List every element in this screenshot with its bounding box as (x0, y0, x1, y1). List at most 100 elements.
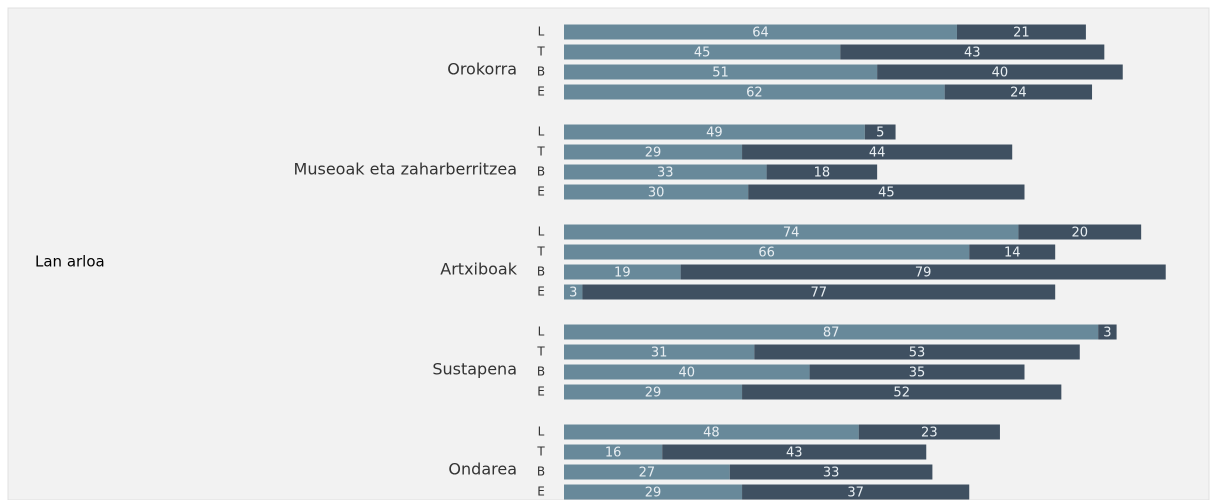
value-label: 14 (1004, 246, 1021, 261)
bar-segment (662, 444, 927, 460)
value-label: 3 (569, 286, 577, 301)
bar-segment (564, 44, 841, 60)
row-label: B (537, 465, 545, 479)
row-label: T (536, 245, 545, 259)
value-label: 21 (1013, 26, 1030, 41)
bar-segment (564, 64, 878, 80)
value-label: 5 (876, 126, 884, 141)
row-label: E (537, 285, 545, 299)
value-label: 29 (645, 386, 662, 401)
value-label: 87 (823, 326, 840, 341)
bar-segment (956, 24, 1086, 40)
bar-segment (564, 324, 1099, 340)
value-label: 49 (706, 126, 723, 141)
bar-segment (564, 244, 970, 260)
value-label: 79 (915, 266, 932, 281)
bar-segment (766, 164, 878, 180)
bar-segment (748, 184, 1025, 200)
value-label: 44 (869, 146, 886, 161)
bar-segment (742, 384, 1062, 400)
bar-segment (840, 44, 1105, 60)
value-label: 35 (909, 366, 926, 381)
group-label: Ondarea (448, 460, 517, 479)
value-label: 29 (645, 486, 662, 500)
bar-segment (564, 484, 743, 500)
bar-segment (680, 264, 1166, 280)
value-label: 37 (847, 486, 864, 500)
value-label: 31 (651, 346, 668, 361)
value-label: 43 (786, 446, 803, 461)
bar-segment (564, 424, 859, 440)
group-label: Museoak eta zaharberritzea (294, 160, 517, 179)
value-label: 45 (878, 186, 895, 201)
value-label: 53 (909, 346, 926, 361)
value-label: 18 (814, 166, 831, 181)
value-label: 43 (964, 46, 981, 61)
bar-segment (742, 144, 1013, 160)
row-label: L (538, 25, 545, 39)
bar-segment (564, 224, 1019, 240)
value-label: 29 (645, 146, 662, 161)
bar-segment (969, 244, 1056, 260)
value-label: 19 (614, 266, 631, 281)
value-label: 23 (921, 426, 938, 441)
bar-segment (864, 124, 896, 140)
bar-segment (564, 264, 681, 280)
row-label: E (537, 185, 545, 199)
group-label: Artxiboak (440, 260, 517, 279)
value-label: 48 (703, 426, 720, 441)
value-label: 27 (639, 466, 656, 481)
row-label: T (536, 145, 545, 159)
bar-segment (582, 284, 1056, 300)
value-label: 3 (1103, 326, 1111, 341)
bar-segment (809, 364, 1025, 380)
row-label: B (537, 365, 545, 379)
value-label: 33 (823, 466, 840, 481)
bar-segment (564, 444, 663, 460)
group-label: Orokorra (447, 60, 517, 79)
value-label: 40 (992, 66, 1009, 81)
value-label: 62 (746, 86, 763, 101)
bar-segment (564, 164, 767, 180)
bar-segment (564, 144, 743, 160)
y-label: Lan arloa (35, 253, 105, 271)
value-label: 74 (783, 226, 800, 241)
bar-segment (944, 84, 1093, 100)
bar-segment (742, 484, 970, 500)
value-label: 45 (694, 46, 711, 61)
row-label: B (537, 165, 545, 179)
bar-segment (564, 124, 865, 140)
bar-segment (564, 184, 749, 200)
bar-segment (729, 464, 933, 480)
row-label: B (537, 265, 545, 279)
value-label: 52 (893, 386, 910, 401)
row-label: L (538, 125, 545, 139)
value-label: 30 (648, 186, 665, 201)
value-label: 66 (758, 246, 775, 261)
row-label: T (536, 45, 545, 59)
row-label: E (537, 485, 545, 499)
bar-segment (1098, 324, 1117, 340)
value-label: 20 (1071, 226, 1088, 241)
bar-segment (564, 384, 743, 400)
bar-segment (1018, 224, 1142, 240)
row-label: T (536, 345, 545, 359)
value-label: 77 (811, 286, 828, 301)
value-label: 40 (679, 366, 696, 381)
bar-segment (564, 344, 755, 360)
bar-segment (564, 24, 957, 40)
value-label: 16 (605, 446, 622, 461)
bar-segment (564, 284, 583, 300)
group-label: Sustapena (432, 360, 517, 379)
row-label: B (537, 65, 545, 79)
row-label: L (538, 325, 545, 339)
bar-segment (858, 424, 1000, 440)
row-label: L (538, 225, 545, 239)
bar-segment (564, 464, 730, 480)
value-label: 51 (712, 66, 729, 81)
value-label: 33 (657, 166, 674, 181)
row-label: L (538, 425, 545, 439)
bar-segment (877, 64, 1123, 80)
row-label: T (536, 445, 545, 459)
